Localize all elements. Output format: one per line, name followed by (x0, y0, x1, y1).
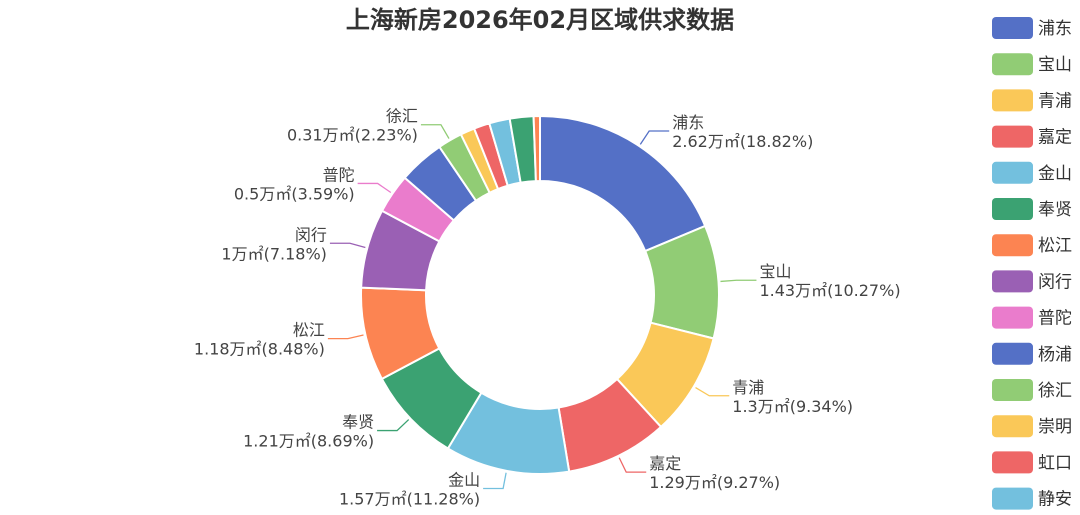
slice-label-value: 1.3万㎡(9.34%) (732, 397, 853, 416)
legend-label[interactable]: 奉贤 (1038, 200, 1072, 220)
legend-label[interactable]: 静安 (1038, 490, 1072, 510)
slice-label-value: 0.5万㎡(3.59%) (234, 184, 355, 203)
legend-swatch[interactable] (992, 415, 1033, 438)
legend-swatch[interactable] (992, 17, 1033, 39)
label-line (695, 387, 730, 397)
legend-swatch[interactable] (992, 270, 1033, 293)
slice-label-value: 1.57万㎡(11.28%) (339, 490, 480, 509)
label-line (357, 182, 392, 194)
slice-label-name: 闵行 (295, 225, 327, 244)
slice-label-value: 1.21万㎡(8.69%) (243, 432, 374, 451)
legend-swatch[interactable] (992, 306, 1033, 329)
slice-label-name: 青浦 (732, 378, 764, 397)
slice-label-value: 0.31万㎡(2.23%) (287, 126, 418, 145)
slice-label-value: 2.62万㎡(18.82%) (672, 132, 813, 151)
legend-label[interactable]: 宝山 (1038, 55, 1072, 75)
slice-label-value: 1.29万㎡(9.27%) (649, 473, 780, 492)
label-line (327, 334, 364, 340)
slice-label-name: 奉贤 (342, 413, 374, 432)
legend-label[interactable]: 虹口 (1038, 453, 1072, 473)
legend-label[interactable]: 普陀 (1038, 309, 1072, 329)
legend-swatch[interactable] (992, 53, 1033, 76)
legend-label[interactable]: 浦东 (1038, 19, 1072, 39)
label-line (618, 457, 647, 473)
legend-swatch[interactable] (992, 89, 1033, 112)
legend-label[interactable]: 闵行 (1038, 272, 1072, 292)
slice-label-name: 嘉定 (649, 454, 681, 473)
legend-label[interactable]: 杨浦 (1038, 345, 1072, 365)
slice-label-name: 松江 (293, 321, 325, 340)
legend-swatch[interactable] (992, 125, 1033, 148)
label-line (483, 472, 507, 490)
slice-label-name: 普陀 (323, 165, 355, 184)
label-line (377, 419, 410, 432)
slice-labels: 浦东2.62万㎡(18.82%) 宝山1.43万㎡(10.27%) 青浦1.3万㎡(… (194, 107, 901, 509)
donut-slices (360, 114, 720, 475)
chart-title: 上海新房2026年02月区域供求数据 (346, 6, 734, 34)
slice-label-name: 浦东 (672, 113, 704, 132)
legend-swatch[interactable] (992, 342, 1033, 365)
legend-swatch[interactable] (992, 161, 1033, 184)
slice-label-name: 宝山 (759, 262, 791, 281)
legend-swatch[interactable] (992, 198, 1033, 220)
label-line (720, 279, 757, 283)
legend-label[interactable]: 松江 (1038, 236, 1072, 256)
label-line (420, 124, 450, 139)
slice-label-value: 1.43万㎡(10.27%) (759, 281, 900, 300)
legend-swatch[interactable] (992, 487, 1033, 510)
legend-label[interactable]: 金山 (1038, 164, 1072, 184)
legend-label[interactable]: 徐汇 (1038, 381, 1072, 401)
legend-label[interactable]: 嘉定 (1038, 128, 1072, 148)
slice-label-name: 徐汇 (386, 107, 418, 126)
legend-swatch[interactable] (992, 451, 1033, 474)
label-line (329, 242, 366, 249)
label-line (639, 130, 670, 145)
legend-label[interactable]: 崇明 (1038, 417, 1072, 437)
slice-label-value: 1.18万㎡(8.48%) (194, 340, 325, 359)
legend-swatch[interactable] (992, 234, 1033, 257)
legend-swatch[interactable] (992, 379, 1033, 401)
slice-label-name: 金山 (448, 471, 480, 490)
legend-label[interactable]: 青浦 (1038, 91, 1072, 111)
slice-unnamed-15 (532, 114, 541, 183)
slice-label-value: 1万㎡(7.18%) (221, 244, 327, 263)
